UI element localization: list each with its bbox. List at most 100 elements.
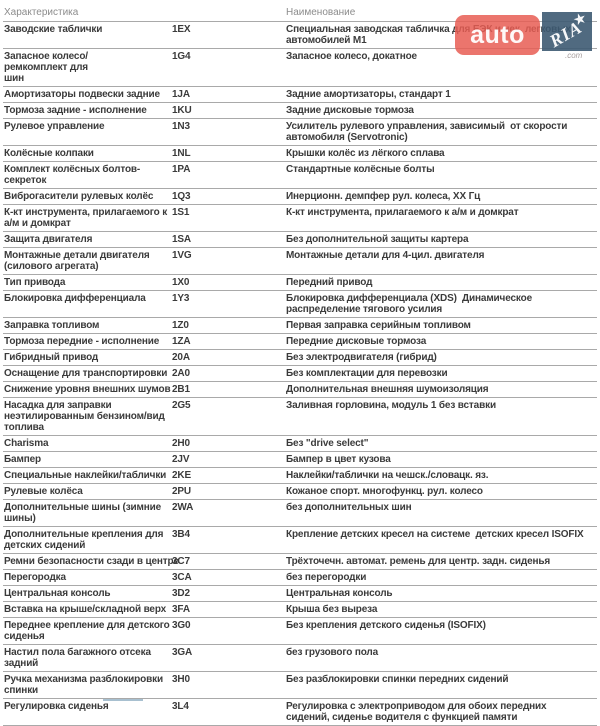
column-header-characteristic: Характеристика bbox=[3, 2, 171, 22]
characteristic-cell: Тормоза передние - исполнение bbox=[3, 333, 171, 350]
code-cell: 3H0 bbox=[171, 671, 285, 699]
code-cell: 1PA bbox=[171, 161, 285, 189]
autoria-ria-logo: ★ RIA bbox=[542, 9, 592, 51]
name-cell: Наклейки/таблички на чешск./словацк. яз. bbox=[285, 467, 597, 484]
characteristic-cell: Виброгасители рулевых колёс bbox=[3, 188, 171, 205]
characteristic-cell: Настил пола багажного отсека задний bbox=[3, 644, 171, 672]
code-cell: 1Q3 bbox=[171, 188, 285, 205]
characteristic-cell: Дополнительные шины (зимние шины) bbox=[3, 499, 171, 527]
table-row: Рулевые колёса 2PU Кожаное спорт. многоф… bbox=[3, 483, 597, 500]
name-cell: Дополнительная внешняя шумоизоляция bbox=[285, 381, 597, 398]
code-cell: 1Y3 bbox=[171, 290, 285, 318]
table-row: Бампер 2JV Бампер в цвет кузова bbox=[3, 451, 597, 468]
characteristic-cell: Рулевые колёса bbox=[3, 483, 171, 500]
code-cell: 1Z0 bbox=[171, 317, 285, 334]
code-cell: 1KU bbox=[171, 102, 285, 119]
characteristic-cell: Запасное колесо/ремкомплект для шин bbox=[3, 48, 171, 87]
characteristic-cell: Вставка на крыше/складной верх bbox=[3, 601, 171, 618]
characteristic-cell: Снижение уровня внешних шумов bbox=[3, 381, 171, 398]
table-row: Настил пола багажного отсека задний 3GA … bbox=[3, 644, 597, 672]
characteristic-cell: Рулевое управление bbox=[3, 118, 171, 146]
table-row: Монтажные детали двигателя (силового агр… bbox=[3, 247, 597, 275]
name-cell: Без "drive select" bbox=[285, 435, 597, 452]
characteristic-cell: Блокировка дифференциала bbox=[3, 290, 171, 318]
code-cell: 2JV bbox=[171, 451, 285, 468]
characteristic-cell: Комплект колёсных болтов-секреток bbox=[3, 161, 171, 189]
name-cell: Трёхточечн. автомат. ремень для центр. з… bbox=[285, 553, 597, 570]
code-cell: 3G0 bbox=[171, 617, 285, 645]
name-cell: Без комплектации для перевозки bbox=[285, 365, 597, 382]
table-body: Заводские таблички 1EX Специальная завод… bbox=[3, 21, 597, 726]
name-cell: К-кт инструмента, прилагаемого к а/м и д… bbox=[285, 204, 597, 232]
code-cell: 1NL bbox=[171, 145, 285, 162]
name-cell: Передний привод bbox=[285, 274, 597, 291]
table-row: Центральная консоль 3D2 Центральная конс… bbox=[3, 585, 597, 602]
table-row: Колёсные колпаки 1NL Крышки колёс из лёг… bbox=[3, 145, 597, 162]
code-cell: 1SA bbox=[171, 231, 285, 248]
table-row: Снижение уровня внешних шумов 2B1 Дополн… bbox=[3, 381, 597, 398]
characteristic-cell: Специальные наклейки/таблички bbox=[3, 467, 171, 484]
characteristic-cell: Тормоза задние - исполнение bbox=[3, 102, 171, 119]
table-row: Вставка на крыше/складной верх 3FA Крыша… bbox=[3, 601, 597, 618]
code-cell: 3D2 bbox=[171, 585, 285, 602]
name-cell: Задние амортизаторы, стандарт 1 bbox=[285, 86, 597, 103]
code-cell: 3GA bbox=[171, 644, 285, 672]
name-cell: Стандартные колёсные болты bbox=[285, 161, 597, 189]
name-cell: без грузового пола bbox=[285, 644, 597, 672]
characteristic-cell: Дополнительные крепления для детских сид… bbox=[3, 526, 171, 554]
name-cell: Крышки колёс из лёгкого сплава bbox=[285, 145, 597, 162]
table-row: Виброгасители рулевых колёс 1Q3 Инерцион… bbox=[3, 188, 597, 205]
table-row: Charisma 2H0 Без "drive select" bbox=[3, 435, 597, 452]
table-row: Блокировка дифференциала 1Y3 Блокировка … bbox=[3, 290, 597, 318]
name-cell: без дополнительных шин bbox=[285, 499, 597, 527]
table-row: Ручка механизма разблокировки спинки 3H0… bbox=[3, 671, 597, 699]
characteristic-cell: Заправка топливом bbox=[3, 317, 171, 334]
name-cell: Центральная консоль bbox=[285, 585, 597, 602]
name-cell: Усилитель рулевого управления, зависимый… bbox=[285, 118, 597, 146]
name-cell: Кожаное спорт. многофункц. рул. колесо bbox=[285, 483, 597, 500]
name-cell: Заливная горловина, модуль 1 без вставки bbox=[285, 397, 597, 436]
characteristic-cell: Защита двигателя bbox=[3, 231, 171, 248]
table-row: Амортизаторы подвески задние 1JA Задние … bbox=[3, 86, 597, 103]
name-cell: Блокировка дифференциала (XDS) Динамичес… bbox=[285, 290, 597, 318]
characteristic-cell: Charisma bbox=[3, 435, 171, 452]
characteristic-cell: Монтажные детали двигателя (силового агр… bbox=[3, 247, 171, 275]
name-cell: Крепление детских кресел на системе детс… bbox=[285, 526, 597, 554]
bottom-edge-artifact bbox=[103, 699, 143, 701]
name-cell: Первая заправка серийным топливом bbox=[285, 317, 597, 334]
table-row: Защита двигателя 1SA Без дополнительной … bbox=[3, 231, 597, 248]
code-cell: 1JA bbox=[171, 86, 285, 103]
code-cell: 3C7 bbox=[171, 553, 285, 570]
code-cell: 2A0 bbox=[171, 365, 285, 382]
code-cell: 2B1 bbox=[171, 381, 285, 398]
equipment-table: Характеристика Наименование Заводские та… bbox=[3, 2, 597, 726]
table-row: Регулировка сиденья 3L4 Регулировка с эл… bbox=[3, 698, 597, 726]
name-cell: Без электродвигателя (гибрид) bbox=[285, 349, 597, 366]
table-row: Перегородка 3CA без перегородки bbox=[3, 569, 597, 586]
code-cell: 3CA bbox=[171, 569, 285, 586]
characteristic-cell: Тип привода bbox=[3, 274, 171, 291]
code-cell: 2PU bbox=[171, 483, 285, 500]
name-cell: Передние дисковые тормоза bbox=[285, 333, 597, 350]
characteristic-cell: Переднее крепление для детского сиденья bbox=[3, 617, 171, 645]
name-cell: Без разблокировки спинки передних сидени… bbox=[285, 671, 597, 699]
characteristic-cell: Колёсные колпаки bbox=[3, 145, 171, 162]
table-row: Переднее крепление для детского сиденья … bbox=[3, 617, 597, 645]
characteristic-cell: Бампер bbox=[3, 451, 171, 468]
table-row: Тормоза задние - исполнение 1KU Задние д… bbox=[3, 102, 597, 119]
table-row: Комплект колёсных болтов-секреток 1PA Ст… bbox=[3, 161, 597, 189]
table-row: К-кт инструмента, прилагаемого к а/м и д… bbox=[3, 204, 597, 232]
code-cell: 1G4 bbox=[171, 48, 285, 87]
autoria-auto-logo: auto bbox=[455, 15, 540, 55]
table-row: Тип привода 1X0 Передний привод bbox=[3, 274, 597, 291]
code-cell: 2WA bbox=[171, 499, 285, 527]
name-cell: Задние дисковые тормоза bbox=[285, 102, 597, 119]
table-row: Гибридный привод 20A Без электродвигател… bbox=[3, 349, 597, 366]
name-cell: Крыша без выреза bbox=[285, 601, 597, 618]
name-cell: Бампер в цвет кузова bbox=[285, 451, 597, 468]
code-cell: 3FA bbox=[171, 601, 285, 618]
code-cell: 3L4 bbox=[171, 698, 285, 726]
code-cell: 1ZA bbox=[171, 333, 285, 350]
table-row: Рулевое управление 1N3 Усилитель рулевог… bbox=[3, 118, 597, 146]
characteristic-cell: Перегородка bbox=[3, 569, 171, 586]
